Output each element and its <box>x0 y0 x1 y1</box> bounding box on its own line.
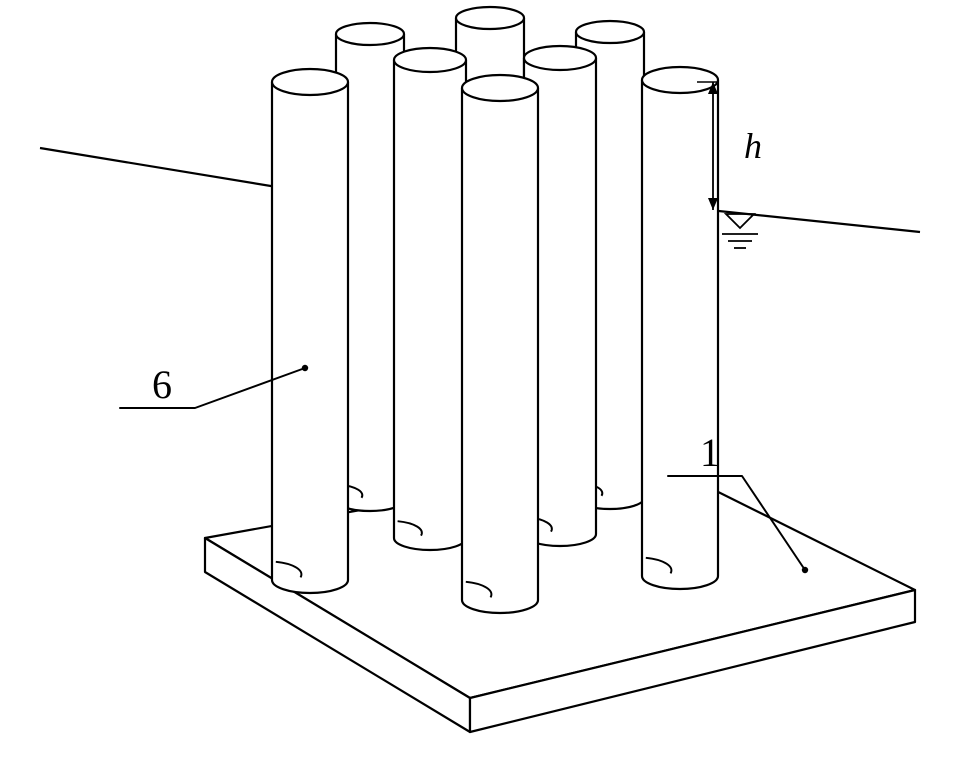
pile-front-right <box>642 67 718 589</box>
pile-front-left <box>272 69 348 593</box>
pile-front-mid <box>462 75 538 613</box>
pile-mid-left <box>394 48 466 550</box>
dimension-h-label: h <box>744 126 762 166</box>
pile-group <box>272 7 718 613</box>
leader-6-label: 6 <box>152 362 172 407</box>
diagram-canvas: h 6 1 <box>0 0 961 762</box>
leader-1-label: 1 <box>700 430 720 475</box>
